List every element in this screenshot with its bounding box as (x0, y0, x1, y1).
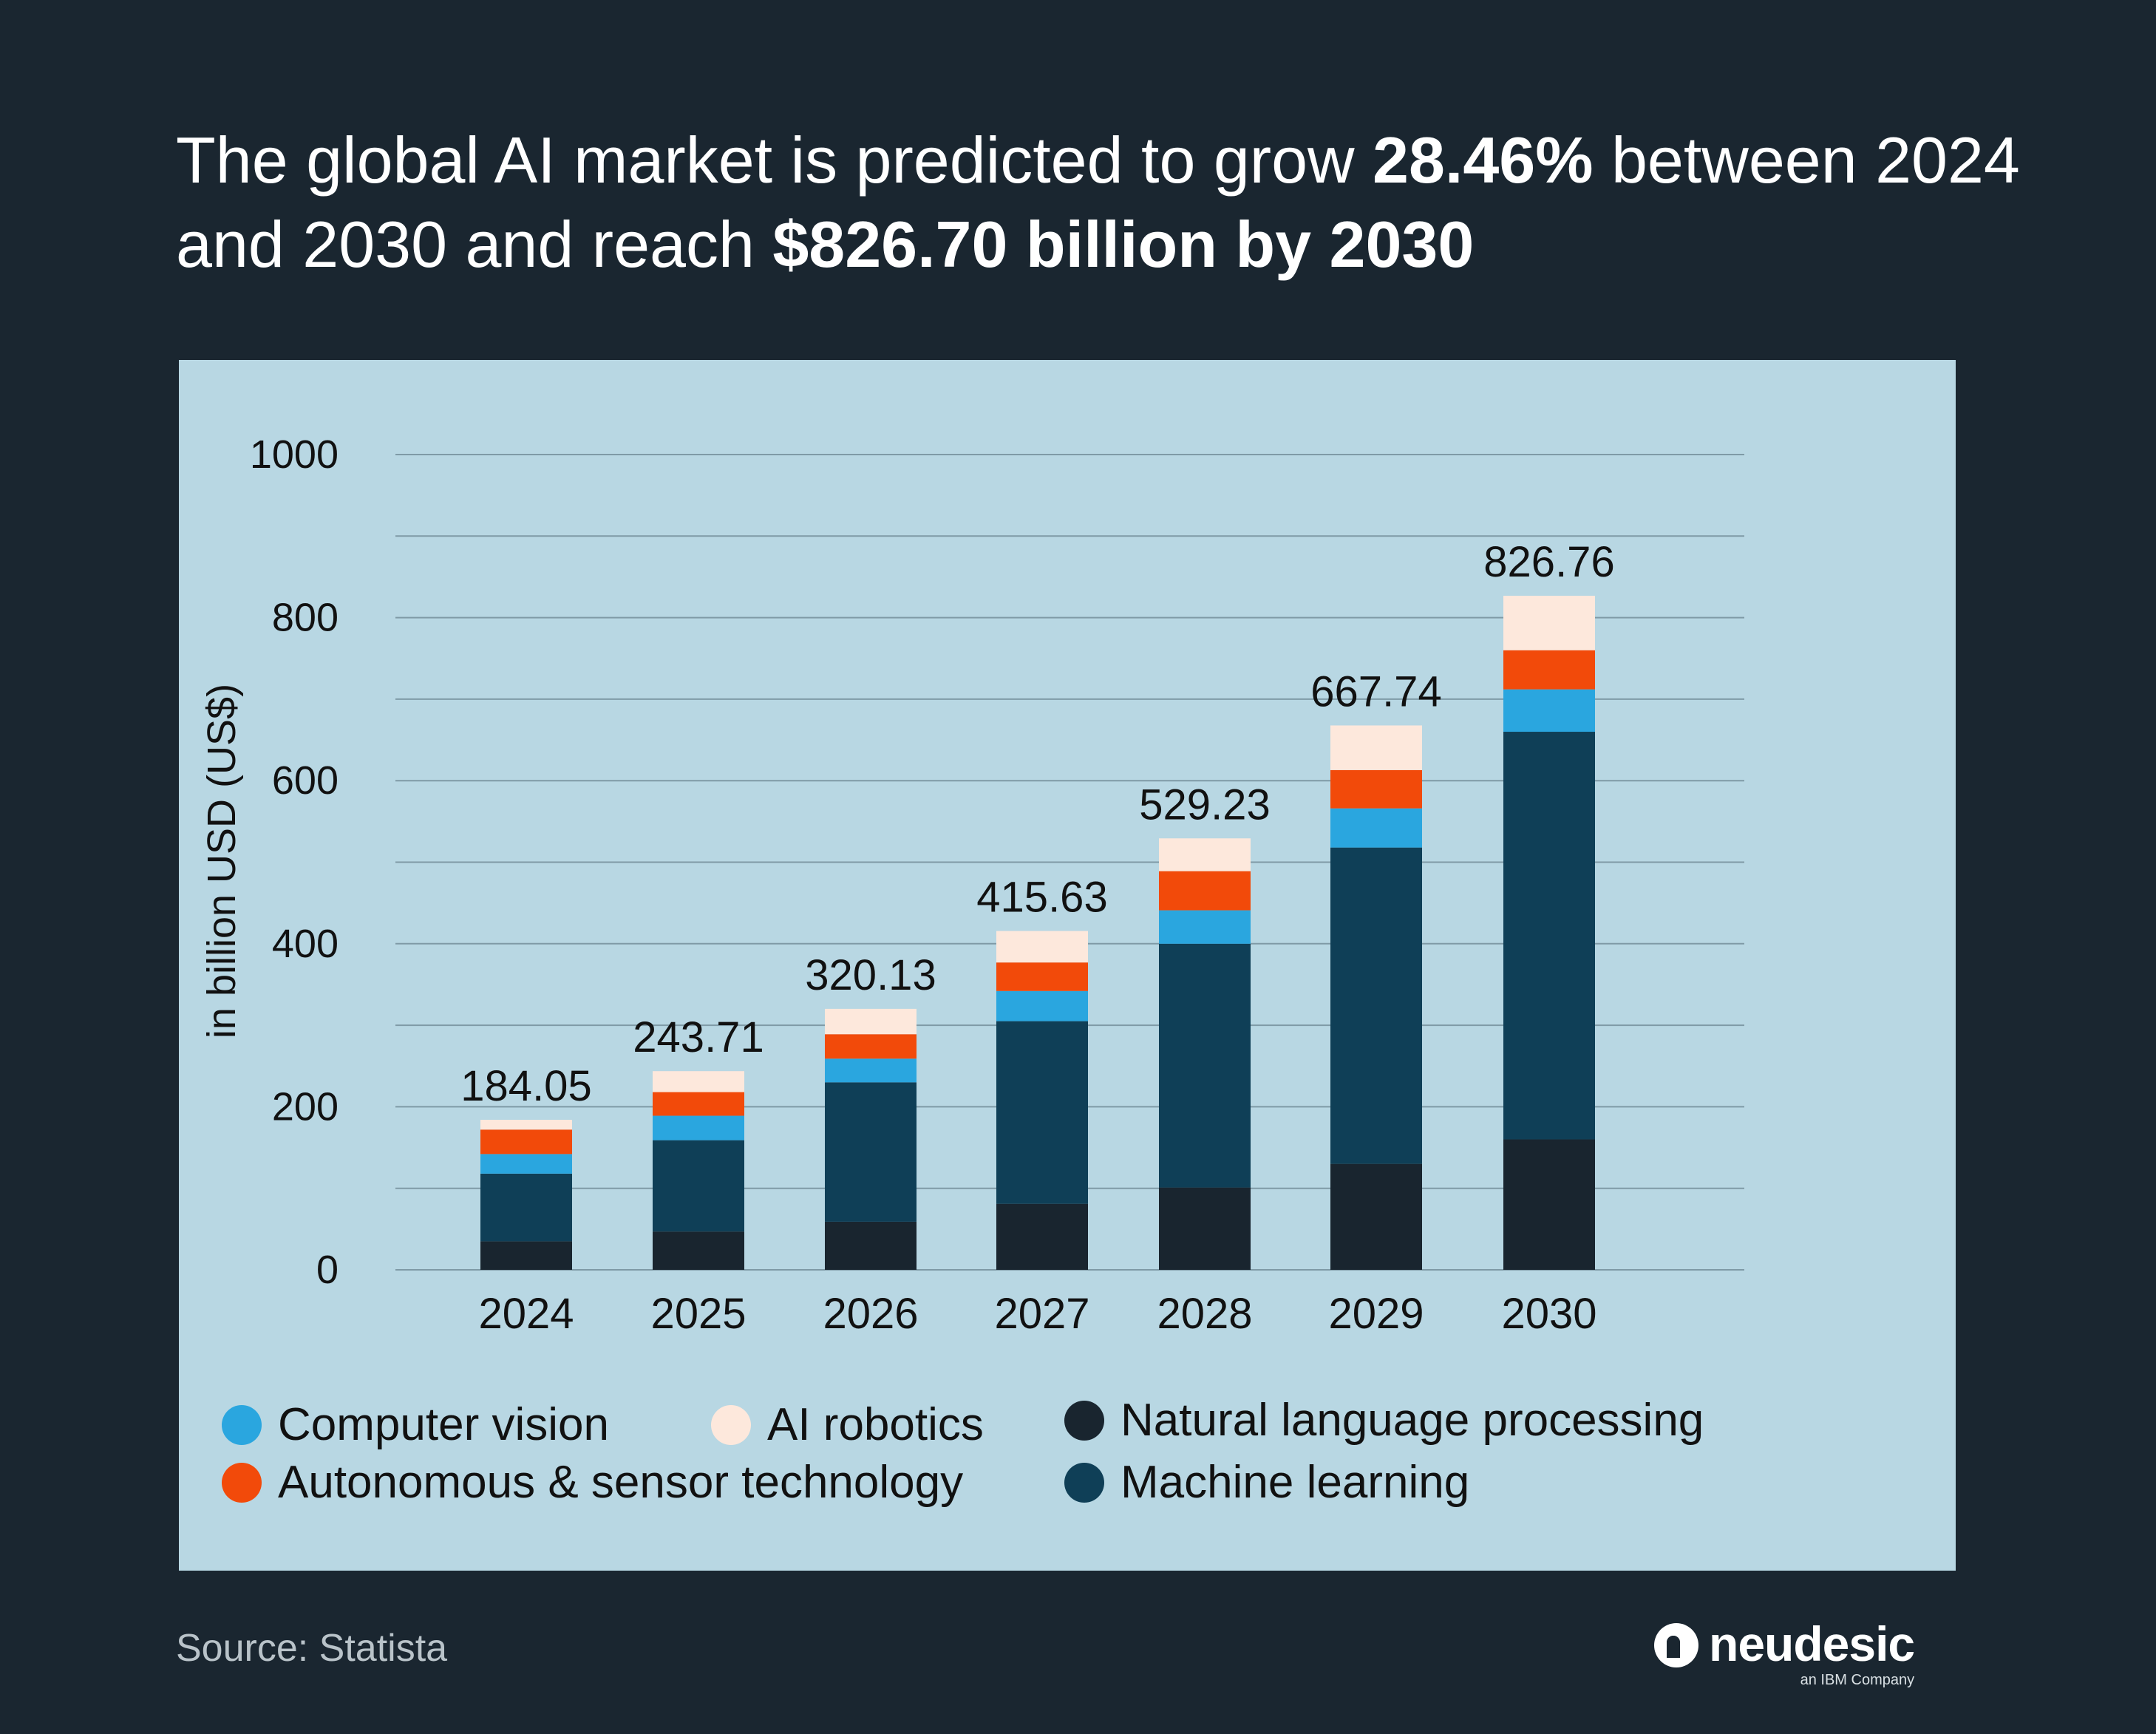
x-tick-label: 2028 (1157, 1290, 1252, 1338)
bar-segment (480, 1173, 572, 1242)
bar-total-label: 415.63 (976, 874, 1107, 922)
y-tick-label: 200 (272, 1084, 339, 1129)
legend-item-natural-language-processing: Natural language processing (1064, 1394, 1704, 1446)
bar-segment (1330, 847, 1422, 1164)
bar-segment (996, 990, 1088, 1021)
legend-item-autonomous-sensor: Autonomous & sensor technology (222, 1456, 963, 1509)
bar-segment (653, 1115, 744, 1140)
legend-label-ai-robotics: AI robotics (767, 1399, 984, 1450)
legend-label-natural-language-processing: Natural language processing (1120, 1395, 1704, 1446)
x-tick-label: 2026 (823, 1290, 918, 1338)
bar-segment (1330, 725, 1422, 770)
bar-total-label: 320.13 (805, 951, 936, 999)
bar-segment (1159, 910, 1251, 944)
bar-segment (480, 1154, 572, 1174)
y-axis-label: in billion USD (US$) (200, 683, 244, 1039)
bar-segment (1159, 871, 1251, 911)
y-tick-label: 600 (272, 758, 339, 803)
bar-segment (1330, 1163, 1422, 1270)
legend-item-machine-learning: Machine learning (1064, 1456, 1469, 1509)
bar-segment (996, 1021, 1088, 1204)
x-tick-label: 2024 (478, 1290, 574, 1338)
headline-text-2: between 2024 and 2030 and reach (176, 123, 2020, 281)
bar-segment (1159, 943, 1251, 1188)
y-tick-label: 400 (272, 922, 339, 966)
legend-swatch-computer-vision (222, 1404, 262, 1445)
bar-segment (825, 1008, 917, 1035)
bar-segment (480, 1129, 572, 1155)
x-tick-label: 2027 (994, 1290, 1089, 1338)
bar-segment (653, 1140, 744, 1232)
bar-segment (1503, 596, 1595, 650)
bar-segment (653, 1231, 744, 1270)
bar-segment (825, 1221, 917, 1270)
bar-segment (1503, 689, 1595, 732)
logo-name: neudesic (1709, 1616, 1915, 1671)
x-tick-label: 2029 (1328, 1290, 1424, 1338)
legend-label-autonomous-sensor: Autonomous & sensor technology (278, 1457, 964, 1508)
bar-segment (1330, 808, 1422, 848)
bar-total-label: 826.76 (1483, 538, 1614, 586)
bar-segment (653, 1092, 744, 1116)
legend-swatch-machine-learning (1064, 1462, 1104, 1503)
bar-segment (1503, 650, 1595, 690)
bar-total-label: 184.05 (460, 1062, 591, 1110)
y-tick-label: 0 (316, 1248, 339, 1292)
y-tick-label: 1000 (250, 432, 339, 477)
legend-swatch-natural-language-processing (1064, 1400, 1104, 1441)
legend-swatch-autonomous-sensor (222, 1462, 262, 1503)
neudesic-logo: neudesic an IBM Company (1654, 1616, 1915, 1690)
bar-segment (1503, 1139, 1595, 1270)
legend-label-computer-vision: Computer vision (278, 1399, 609, 1450)
bar-segment (825, 1058, 917, 1083)
x-tick-label: 2030 (1501, 1290, 1596, 1338)
bar-segment (996, 962, 1088, 991)
y-tick-label: 800 (272, 596, 339, 640)
headline-growth-rate: 28.46% (1373, 123, 1594, 197)
bar-segment (825, 1082, 917, 1222)
bar-segment (480, 1241, 572, 1270)
bar-segment (996, 931, 1088, 963)
chart-headline: The global AI market is predicted to gro… (176, 118, 2024, 287)
logo-wordmark: neudesic an IBM Company (1709, 1616, 1915, 1690)
legend-swatch-ai-robotics (711, 1404, 751, 1445)
bar-segment (1159, 838, 1251, 871)
bar-segment (996, 1203, 1088, 1270)
x-tick-label: 2025 (650, 1290, 746, 1338)
bar-segment (1159, 1187, 1251, 1270)
legend-item-computer-vision: Computer vision (222, 1398, 609, 1451)
bar-segment (1330, 769, 1422, 809)
bar-total-label: 667.74 (1310, 667, 1441, 715)
bar-segment (1503, 732, 1595, 1140)
headline-text-1: The global AI market is predicted to gro… (176, 123, 1373, 197)
legend-label-machine-learning: Machine learning (1120, 1457, 1470, 1508)
bar-segment (825, 1034, 917, 1059)
logo-subtitle: an IBM Company (1800, 1672, 1915, 1688)
source-note: Source: Statista (176, 1627, 448, 1670)
bar-segment (653, 1071, 744, 1092)
neudesic-logo-icon (1654, 1623, 1698, 1667)
headline-market-value: $826.70 billion by 2030 (772, 208, 1475, 281)
bar-total-label: 529.23 (1139, 781, 1270, 829)
bar-segment (480, 1119, 572, 1130)
bar-total-label: 243.71 (633, 1013, 764, 1061)
legend-item-ai-robotics: AI robotics (711, 1398, 984, 1451)
